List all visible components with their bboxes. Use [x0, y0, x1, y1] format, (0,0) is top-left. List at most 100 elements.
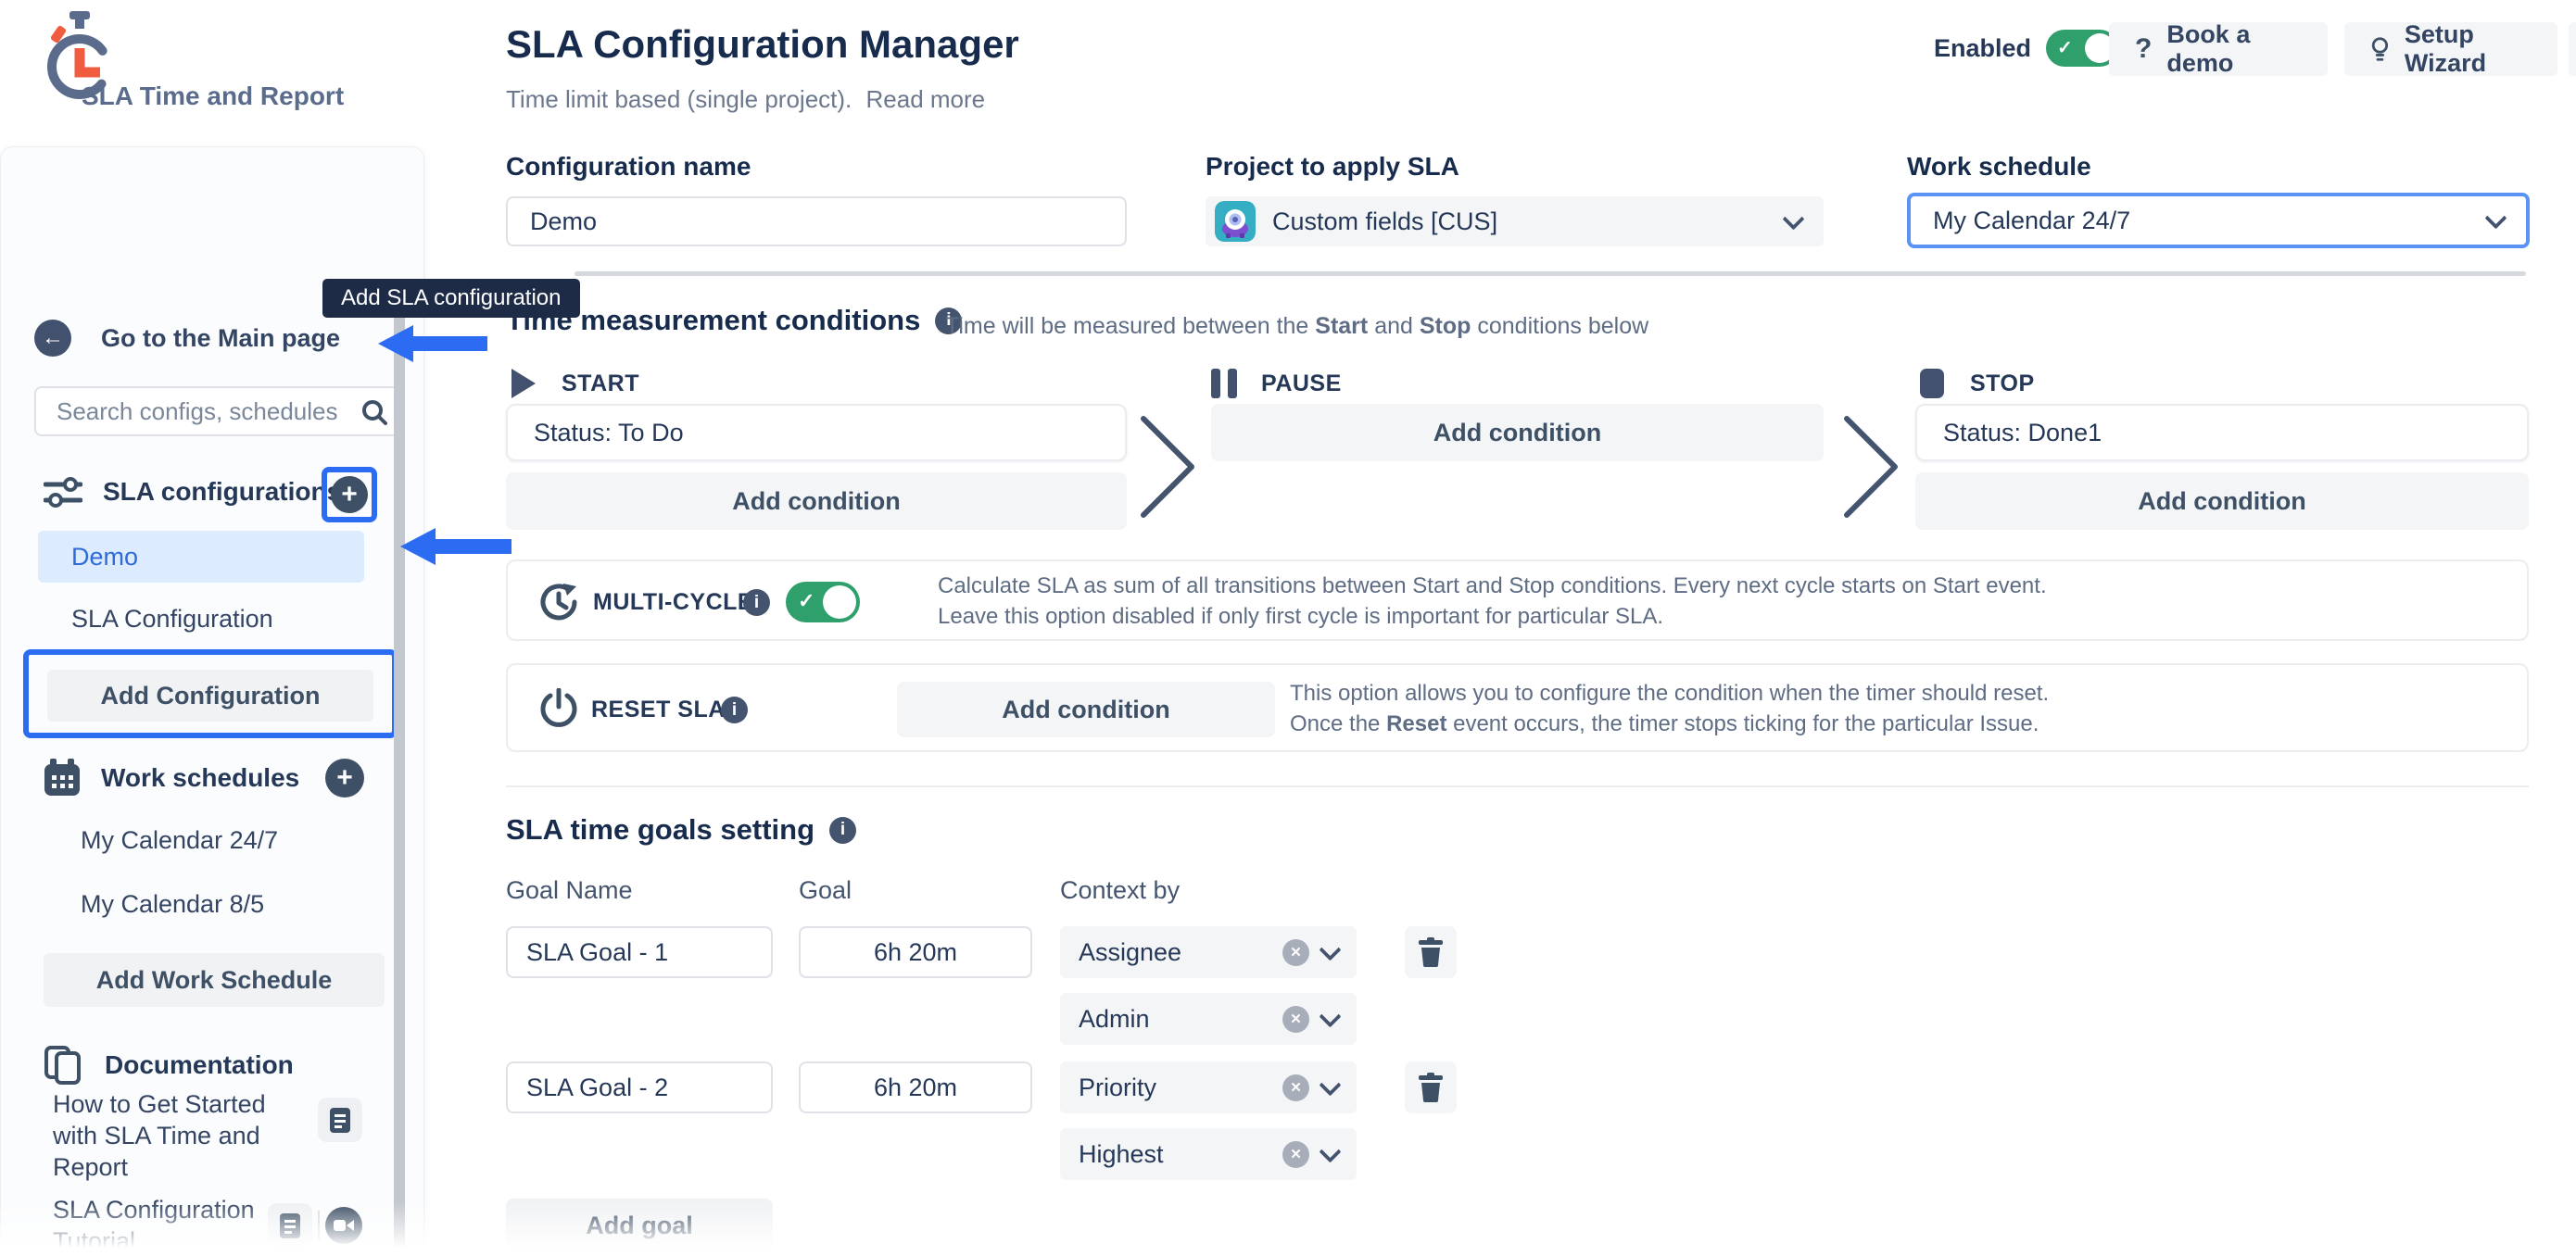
stop-add-condition-button[interactable]: Add condition — [1915, 472, 2529, 530]
multi-cycle-toggle[interactable]: ✓ — [786, 582, 860, 622]
clear-icon[interactable]: ✕ — [1282, 1140, 1309, 1168]
sidebar-item-label: My Calendar 24/7 — [81, 825, 279, 854]
enabled-label: Enabled — [1934, 33, 2032, 62]
stop-column-header: STOP — [1920, 367, 2035, 400]
add-condition-label: Add condition — [732, 486, 901, 515]
doc-article-icon[interactable] — [268, 1203, 312, 1248]
sidebar-item-label: My Calendar 8/5 — [81, 889, 265, 918]
work-schedule-select[interactable]: My Calendar 24/7 — [1907, 193, 2530, 248]
video-icon[interactable] — [325, 1207, 362, 1244]
search-icon[interactable] — [360, 398, 388, 426]
sidebar-item-label: SLA Configuration — [71, 604, 273, 633]
clear-icon[interactable]: ✕ — [1282, 938, 1309, 966]
partial-button[interactable] — [2569, 22, 2576, 76]
doc-link-tutorial[interactable]: SLA Configuration Tutorial — [53, 1194, 266, 1256]
multi-cycle-description: Calculate SLA as sum of all transitions … — [938, 571, 2047, 632]
start-label: START — [562, 370, 639, 396]
doc-article-icon[interactable] — [318, 1098, 362, 1142]
sliders-icon — [44, 477, 82, 508]
info-icon[interactable]: i — [935, 307, 963, 334]
add-configuration-button[interactable]: Add Configuration — [47, 670, 373, 722]
info-icon[interactable]: i — [721, 697, 748, 723]
annotation-arrow-icon — [378, 325, 487, 362]
info-icon[interactable]: i — [743, 589, 770, 616]
toggle-knob — [823, 585, 856, 619]
clear-icon[interactable]: ✕ — [1282, 1074, 1309, 1101]
goal-time-input[interactable] — [799, 926, 1032, 978]
start-add-condition-button[interactable]: Add condition — [506, 472, 1127, 530]
delete-goal-button[interactable] — [1405, 926, 1457, 978]
desc-line: Once the Reset event occurs, the timer s… — [1290, 709, 2049, 739]
reset-add-condition-button[interactable]: Add condition — [897, 682, 1275, 737]
lightbulb-icon — [2371, 37, 2389, 61]
horizontal-scrollbar[interactable] — [575, 271, 2526, 276]
project-select[interactable]: Custom fields [CUS] — [1206, 196, 1824, 246]
start-condition-card[interactable]: Status: To Do — [506, 404, 1127, 461]
app-logo: SLA Time and Report — [44, 9, 378, 111]
goal-column-label: Goal — [799, 876, 852, 904]
work-schedule-value: My Calendar 24/7 — [1933, 206, 2131, 234]
conditions-description: Time will be measured between the Start … — [945, 311, 1648, 342]
search-input[interactable] — [34, 386, 405, 436]
play-icon — [511, 369, 536, 398]
configuration-name-label: Configuration name — [506, 152, 751, 181]
goal-time-input[interactable] — [799, 1061, 1032, 1113]
context-select[interactable]: Priority ✕ — [1060, 1061, 1357, 1113]
sidebar-scrollbar[interactable] — [394, 305, 405, 1250]
stop-condition-card[interactable]: Status: Done1 — [1915, 404, 2529, 461]
context-select-value: Priority — [1079, 1073, 1157, 1101]
add-goal-button[interactable]: Add goal — [506, 1199, 773, 1252]
sla-configurations-header: SLA configurations — [44, 470, 341, 514]
add-config-highlight-box: + — [322, 467, 377, 522]
goal-name-input[interactable] — [506, 1061, 773, 1113]
goals-heading: SLA time goals setting i — [506, 813, 857, 847]
subtitle-text: Time limit based (single project). — [506, 85, 852, 113]
project-label: Project to apply SLA — [1206, 152, 1459, 181]
doc-link-get-started[interactable]: How to Get Started with SLA Time and Rep… — [53, 1088, 294, 1183]
goal-name-input[interactable] — [506, 926, 773, 978]
goal-name-column-label: Goal Name — [506, 876, 633, 904]
context-select[interactable]: Admin ✕ — [1060, 993, 1357, 1045]
add-work-schedule-button[interactable]: Add Work Schedule — [44, 953, 385, 1007]
toggle-check-icon: ✓ — [798, 589, 815, 612]
reset-sla-label: RESET SLA — [591, 697, 726, 722]
desc-line: Leave this option disabled if only first… — [938, 604, 1664, 629]
chevron-down-icon — [1319, 1073, 1342, 1097]
sidebar-item-sla-configuration[interactable]: SLA Configuration — [71, 593, 273, 645]
read-more-link[interactable]: Read more — [865, 85, 986, 113]
pause-icon — [1211, 369, 1237, 398]
add-sla-configuration-button[interactable]: + — [331, 476, 368, 513]
pause-add-condition-button[interactable]: Add condition — [1211, 404, 1824, 461]
enabled-control: Enabled ✓ — [1934, 30, 2119, 67]
setup-wizard-label: Setup Wizard — [2404, 20, 2487, 77]
clear-icon[interactable]: ✕ — [1282, 1005, 1309, 1033]
delete-goal-button[interactable] — [1405, 1061, 1457, 1113]
info-icon[interactable]: i — [829, 816, 857, 844]
page-subtitle: Time limit based (single project). Read … — [506, 85, 985, 114]
enabled-toggle[interactable]: ✓ — [2046, 30, 2119, 67]
context-select-value: Admin — [1079, 1004, 1150, 1033]
go-to-main-page[interactable]: ← Go to the Main page — [34, 320, 340, 357]
setup-wizard-button[interactable]: Setup Wizard — [2344, 20, 2557, 77]
configuration-name-input[interactable] — [506, 196, 1127, 246]
chevron-separator-icon — [1844, 416, 1898, 518]
sidebar-item-demo[interactable]: Demo — [38, 531, 364, 583]
section-divider — [506, 785, 2529, 787]
doc-link-label: SLA Configuration Tutorial — [53, 1196, 255, 1255]
desc-stop-bold: Stop — [1419, 313, 1471, 339]
chevron-separator-icon — [1141, 416, 1194, 518]
context-select[interactable]: Highest ✕ — [1060, 1128, 1357, 1180]
add-goal-label: Add goal — [586, 1211, 693, 1239]
add-work-schedule-label: Add Work Schedule — [95, 965, 333, 994]
multi-cycle-label: MULTI-CYCLE — [593, 589, 754, 615]
work-schedules-header: Work schedules — [44, 756, 299, 800]
book-a-demo-button[interactable]: ? Book a demo — [2109, 20, 2328, 77]
reset-sla-card: RESET SLA i Add condition This option al… — [506, 663, 2529, 752]
page-title: SLA Configuration Manager — [506, 22, 1019, 66]
sidebar-item-calendar-247[interactable]: My Calendar 24/7 — [81, 814, 278, 866]
tooltip-label: Add SLA configuration — [341, 285, 562, 310]
add-work-schedule-plus-button[interactable]: + — [325, 759, 364, 798]
sidebar-item-calendar-85[interactable]: My Calendar 8/5 — [81, 878, 264, 930]
context-select[interactable]: Assignee ✕ — [1060, 926, 1357, 978]
sidebar-item-label: Demo — [71, 542, 139, 571]
